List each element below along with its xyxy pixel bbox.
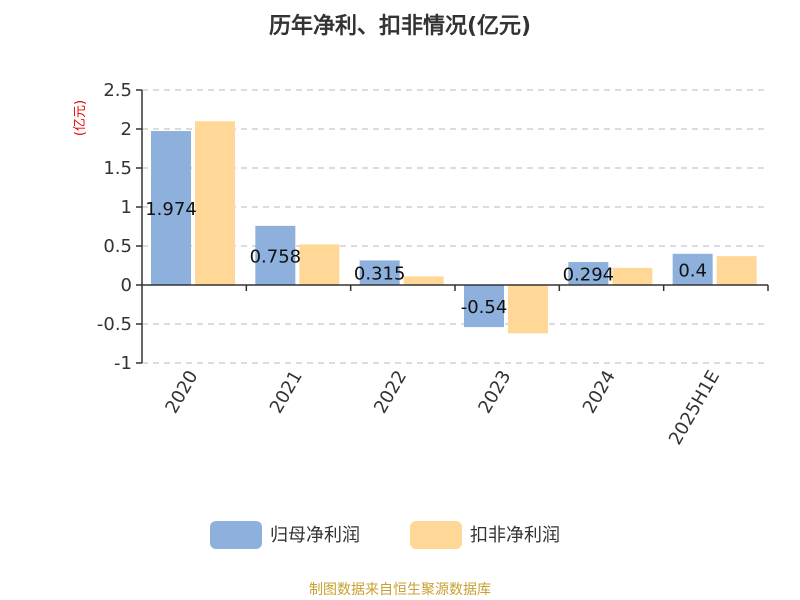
x-tick-label: 2022 (370, 367, 411, 417)
bar-deducted-profit (612, 267, 653, 285)
bar-net-profit (359, 260, 400, 285)
bar-deducted-profit (403, 276, 444, 285)
bars (151, 121, 757, 334)
chart-title: 历年净利、扣非情况(亿元) (269, 13, 531, 39)
bar-net-profit (255, 225, 296, 285)
legend-label: 扣非净利润 (470, 525, 560, 546)
x-tick-label: 2021 (266, 367, 307, 417)
source-note: 制图数据来自恒生聚源数据库 (309, 582, 491, 598)
x-tick-label: 2024 (579, 367, 620, 417)
bar-deducted-profit (508, 285, 548, 334)
legend-label: 归母净利润 (270, 525, 360, 546)
data-label: 0.4 (678, 260, 707, 281)
y-tick-label: 0 (121, 275, 132, 296)
y-tick-label: 0.5 (103, 236, 132, 257)
data-label: 1.974 (145, 199, 197, 220)
bar-deducted-profit (195, 121, 235, 285)
y-tick-label: 1.5 (103, 158, 132, 179)
y-tick-label: -1 (114, 353, 132, 374)
bar-deducted-profit (716, 256, 757, 285)
data-label: 0.315 (354, 264, 406, 285)
x-tick-label: 2020 (161, 367, 202, 417)
x-tick-label: 2023 (474, 367, 515, 417)
data-labels: 1.974 0.758 0.315 -0.54 0.294 0.4 (145, 199, 707, 318)
data-label: -0.54 (461, 297, 508, 318)
bar-net-profit (464, 285, 504, 328)
bar-deducted-profit (299, 244, 340, 285)
legend-swatch (210, 521, 262, 549)
gridlines (142, 89, 768, 364)
data-label: 0.758 (250, 246, 302, 267)
bar-net-profit (151, 131, 191, 285)
bar-net-profit (568, 262, 609, 285)
data-label: 0.294 (563, 265, 615, 286)
x-tick-label: 2025H1E (665, 367, 724, 449)
legend: 归母净利润 扣非净利润 (210, 521, 560, 549)
legend-swatch (410, 521, 462, 549)
y-tick-label: -0.5 (97, 314, 132, 335)
bar-net-profit (672, 253, 713, 285)
y-tick-label: 1 (121, 197, 132, 218)
y-tick-label: 2 (121, 119, 132, 140)
y-tick-label: 2.5 (103, 80, 132, 101)
y-axis-label: (亿元) (73, 100, 88, 136)
